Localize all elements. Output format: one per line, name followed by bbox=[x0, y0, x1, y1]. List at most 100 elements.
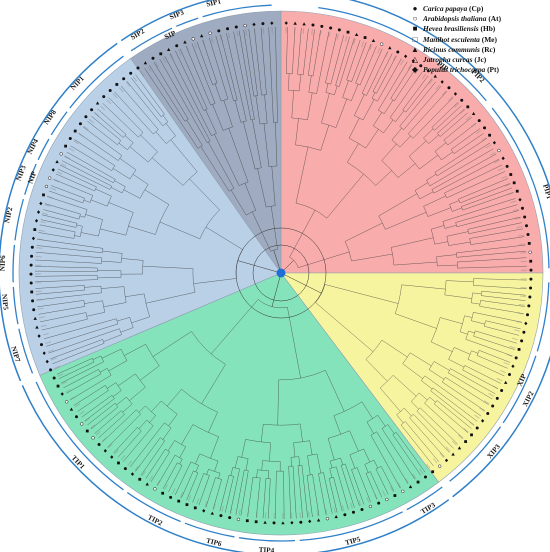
internal-branch bbox=[464, 365, 472, 369]
sector-nip bbox=[18, 57, 282, 376]
internal-branch bbox=[444, 186, 458, 194]
internal-branch bbox=[410, 352, 432, 367]
tip-branch bbox=[443, 406, 472, 429]
arc-xip1 bbox=[536, 282, 550, 352]
tip-branch bbox=[212, 483, 221, 510]
internal-branch bbox=[410, 401, 419, 410]
tip-branch bbox=[466, 257, 527, 262]
tip-branch bbox=[394, 64, 413, 94]
internal-branch bbox=[252, 211, 271, 252]
tip-branch bbox=[490, 327, 520, 336]
species-marker-circle bbox=[523, 215, 527, 219]
tip-branch bbox=[468, 372, 499, 389]
tip-branch bbox=[57, 168, 89, 184]
species-marker-circle bbox=[84, 115, 88, 119]
internal-branch bbox=[451, 145, 457, 150]
internal-branch bbox=[481, 291, 491, 293]
internal-branch bbox=[90, 199, 108, 207]
internal-branch bbox=[359, 75, 365, 86]
internal-branch bbox=[458, 193, 473, 200]
species-marker-triangle bbox=[371, 38, 376, 43]
internal-branch bbox=[237, 468, 240, 478]
leaf-label-stub bbox=[40, 221, 47, 224]
internal-branch bbox=[437, 264, 458, 267]
internal-branch bbox=[378, 193, 418, 217]
internal-branch bbox=[80, 232, 99, 237]
arc-sip3 bbox=[176, 17, 199, 27]
tip-branch bbox=[443, 138, 487, 167]
leaf-label-stub bbox=[419, 468, 424, 475]
leaf-label-stub bbox=[457, 434, 464, 440]
tip-branch bbox=[38, 232, 70, 238]
internal-branch bbox=[419, 191, 434, 200]
tip-branch bbox=[475, 187, 512, 202]
leaf-label-stub bbox=[483, 400, 490, 405]
internal-branch bbox=[113, 406, 119, 411]
species-marker-triangle bbox=[35, 325, 39, 329]
arc-nip7 bbox=[18, 328, 34, 374]
leaf-label-stub bbox=[106, 99, 112, 105]
tip-branch bbox=[456, 377, 493, 400]
internal-branch bbox=[297, 65, 299, 75]
tip-branch bbox=[470, 368, 501, 384]
tip-branch bbox=[427, 421, 454, 449]
leaf-label-stub bbox=[358, 499, 362, 506]
internal-branch bbox=[383, 119, 394, 133]
internal-branch bbox=[77, 300, 84, 302]
tip-branch bbox=[381, 439, 409, 484]
leaf-label-stub bbox=[366, 496, 370, 503]
species-marker-diamond bbox=[440, 80, 444, 84]
internal-branch bbox=[68, 221, 78, 224]
tip-branch bbox=[121, 85, 153, 124]
leaf-label-stub bbox=[84, 417, 91, 422]
species-marker-circle bbox=[52, 376, 56, 380]
leaf-label-stub bbox=[127, 460, 133, 466]
species-marker-circle bbox=[102, 95, 106, 99]
internal-arc bbox=[145, 344, 160, 366]
internal-branch bbox=[162, 427, 172, 440]
internal-branch bbox=[276, 92, 278, 123]
tip-branch bbox=[348, 40, 361, 74]
tip-branch bbox=[113, 433, 133, 454]
outer-arc-sip bbox=[120, 0, 214, 42]
internal-arc bbox=[148, 151, 158, 163]
internal-branch bbox=[390, 92, 395, 99]
species-marker-circle bbox=[505, 164, 509, 168]
internal-branch bbox=[213, 477, 216, 483]
species-marker-open-circle bbox=[153, 487, 157, 491]
species-marker-square bbox=[517, 348, 521, 351]
tip-branch bbox=[47, 196, 83, 209]
tip-branch bbox=[94, 112, 118, 133]
internal-branch bbox=[203, 100, 208, 110]
tip-branch bbox=[446, 397, 478, 422]
internal-branch bbox=[402, 103, 408, 110]
internal-branch bbox=[140, 134, 158, 152]
species-marker-circle bbox=[30, 245, 34, 249]
tip-branch bbox=[131, 77, 156, 110]
internal-branch bbox=[298, 456, 300, 466]
internal-branch bbox=[170, 139, 198, 172]
leaf-label-stub bbox=[336, 33, 339, 40]
internal-branch bbox=[445, 377, 454, 383]
internal-branch bbox=[423, 195, 446, 207]
tip-branch bbox=[334, 35, 344, 71]
tip-branch bbox=[126, 81, 158, 120]
internal-arc bbox=[192, 268, 196, 293]
internal-branch bbox=[473, 285, 487, 287]
species-marker-circle bbox=[528, 295, 532, 299]
internal-branch bbox=[351, 74, 355, 82]
internal-branch bbox=[73, 285, 85, 287]
internal-branch bbox=[428, 134, 439, 144]
leaf-label-stub bbox=[120, 455, 126, 461]
internal-branch bbox=[195, 114, 211, 142]
species-marker-circle bbox=[343, 513, 347, 517]
species-marker-diamond bbox=[36, 210, 41, 214]
tip-branch bbox=[449, 117, 472, 136]
species-marker-diamond bbox=[524, 321, 528, 326]
internal-branch bbox=[118, 142, 128, 150]
internal-branch bbox=[181, 424, 194, 445]
tip-branch bbox=[376, 53, 393, 85]
legend-item: ■ Hevea brasiliensis (Hb) bbox=[410, 24, 548, 34]
species-marker-square bbox=[529, 259, 533, 263]
species-marker-circle bbox=[129, 71, 133, 75]
